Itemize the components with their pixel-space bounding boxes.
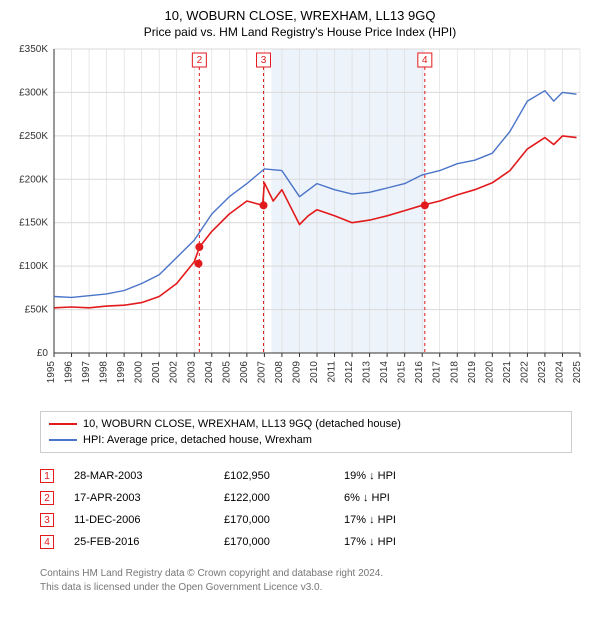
chart-title: 10, WOBURN CLOSE, WREXHAM, LL13 9GQ: [0, 0, 600, 23]
svg-text:2006: 2006: [239, 361, 250, 384]
svg-text:2010: 2010: [309, 361, 320, 384]
svg-text:2013: 2013: [362, 361, 373, 384]
svg-text:£150K: £150K: [19, 218, 48, 229]
sale-marker: 4: [40, 535, 54, 549]
svg-text:2001: 2001: [151, 361, 162, 384]
svg-text:1995: 1995: [46, 361, 57, 384]
legend-item: HPI: Average price, detached house, Wrex…: [49, 432, 563, 448]
sale-diff: 17% ↓ HPI: [344, 536, 464, 548]
svg-text:2021: 2021: [502, 361, 513, 384]
svg-text:2003: 2003: [186, 361, 197, 384]
sale-marker: 1: [40, 469, 54, 483]
sale-row: 1 28-MAR-2003£102,95019% ↓ HPI: [40, 465, 572, 487]
sale-diff: 17% ↓ HPI: [344, 514, 464, 526]
svg-text:2002: 2002: [169, 361, 180, 384]
footer: Contains HM Land Registry data © Crown c…: [40, 567, 572, 594]
svg-text:£350K: £350K: [19, 44, 48, 55]
svg-text:2025: 2025: [572, 361, 583, 384]
legend-label: 10, WOBURN CLOSE, WREXHAM, LL13 9GQ (det…: [83, 418, 401, 430]
legend: 10, WOBURN CLOSE, WREXHAM, LL13 9GQ (det…: [40, 411, 572, 453]
sale-row: 3 11-DEC-2006£170,00017% ↓ HPI: [40, 509, 572, 531]
svg-text:2005: 2005: [221, 361, 232, 384]
legend-swatch: [49, 439, 77, 441]
sale-diff: 6% ↓ HPI: [344, 492, 464, 504]
sale-row: 4 25-FEB-2016£170,00017% ↓ HPI: [40, 531, 572, 553]
sale-date: 28-MAR-2003: [74, 470, 224, 482]
footer-line-1: Contains HM Land Registry data © Crown c…: [40, 567, 572, 581]
sale-date: 11-DEC-2006: [74, 514, 224, 526]
sale-date: 25-FEB-2016: [74, 536, 224, 548]
chart-subtitle: Price paid vs. HM Land Registry's House …: [0, 23, 600, 43]
footer-line-2: This data is licensed under the Open Gov…: [40, 581, 572, 595]
chart-svg: £0 £50K £100K £150K £200K £250K £300K £350K 1995…: [10, 43, 590, 403]
legend-item: 10, WOBURN CLOSE, WREXHAM, LL13 9GQ (det…: [49, 416, 563, 432]
svg-text:1996: 1996: [64, 361, 75, 384]
sale-price: £102,950: [224, 470, 344, 482]
svg-text:£100K: £100K: [19, 261, 48, 272]
sales-table: 1 28-MAR-2003£102,95019% ↓ HPI 2 17-APR-200…: [40, 465, 572, 553]
svg-text:2017: 2017: [432, 361, 443, 384]
svg-text:2011: 2011: [327, 361, 338, 383]
svg-text:2020: 2020: [484, 361, 495, 384]
svg-text:2009: 2009: [291, 361, 302, 384]
sale-price: £122,000: [224, 492, 344, 504]
svg-text:2: 2: [197, 55, 203, 66]
chart-area: £0 £50K £100K £150K £200K £250K £300K £350K 1995…: [10, 43, 590, 403]
svg-text:2007: 2007: [256, 361, 267, 384]
svg-text:2023: 2023: [537, 361, 548, 384]
svg-text:2018: 2018: [449, 361, 460, 384]
svg-text:2016: 2016: [414, 361, 425, 384]
svg-text:2024: 2024: [554, 361, 565, 384]
sale-price: £170,000: [224, 514, 344, 526]
legend-label: HPI: Average price, detached house, Wrex…: [83, 434, 312, 446]
svg-text:1998: 1998: [99, 361, 110, 384]
svg-text:1997: 1997: [81, 361, 92, 384]
svg-text:2019: 2019: [467, 361, 478, 384]
svg-text:2014: 2014: [379, 361, 390, 384]
svg-text:2008: 2008: [274, 361, 285, 384]
svg-text:£200K: £200K: [19, 174, 48, 185]
svg-text:£50K: £50K: [25, 305, 49, 316]
svg-text:2000: 2000: [134, 361, 145, 384]
svg-text:2022: 2022: [519, 361, 530, 384]
sale-date: 17-APR-2003: [74, 492, 224, 504]
svg-text:2012: 2012: [344, 361, 355, 384]
page: 10, WOBURN CLOSE, WREXHAM, LL13 9GQ Pric…: [0, 0, 600, 594]
svg-text:2004: 2004: [204, 361, 215, 384]
svg-text:1999: 1999: [116, 361, 127, 384]
svg-text:4: 4: [422, 55, 428, 66]
sale-marker: 2: [40, 491, 54, 505]
svg-text:£300K: £300K: [19, 87, 48, 98]
sale-diff: 19% ↓ HPI: [344, 470, 464, 482]
svg-text:£0: £0: [37, 348, 49, 359]
svg-text:2015: 2015: [397, 361, 408, 384]
sale-marker: 3: [40, 513, 54, 527]
legend-swatch: [49, 423, 77, 425]
svg-text:£250K: £250K: [19, 131, 48, 142]
sale-price: £170,000: [224, 536, 344, 548]
sale-row: 2 17-APR-2003£122,0006% ↓ HPI: [40, 487, 572, 509]
svg-text:3: 3: [261, 55, 267, 66]
